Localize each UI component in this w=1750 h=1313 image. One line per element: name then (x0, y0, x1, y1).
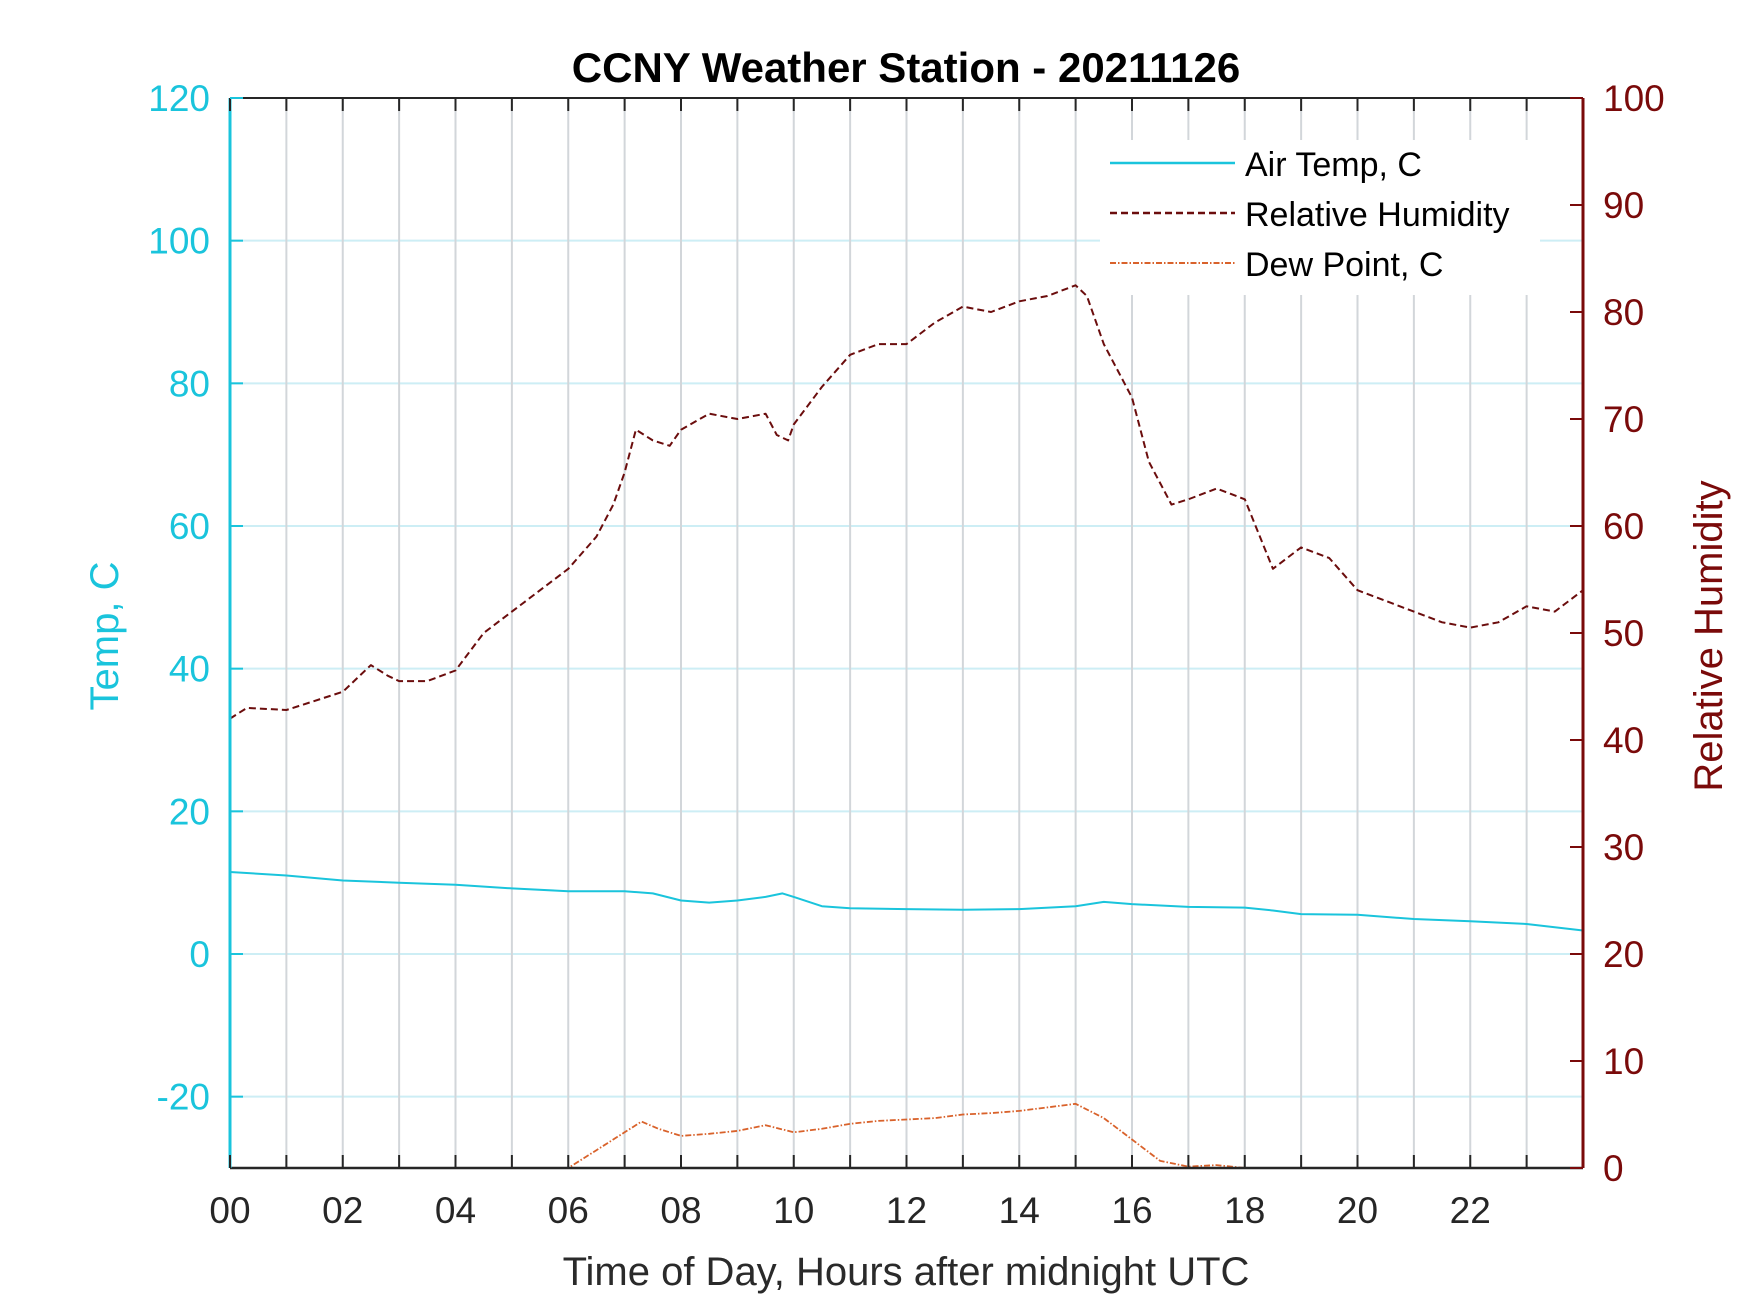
x-tick-label: 06 (548, 1190, 589, 1231)
x-tick-label: 12 (886, 1190, 927, 1231)
y-right-tick-label: 40 (1603, 720, 1644, 761)
legend-label-relative-humidity: Relative Humidity (1245, 196, 1510, 234)
y-left-tick-label: 100 (148, 221, 210, 262)
x-tick-label: 10 (773, 1190, 814, 1231)
series-line-dew-point (528, 1102, 1245, 1169)
x-axis-label: Time of Day, Hours after midnight UTC (563, 1250, 1250, 1294)
legend-box (1100, 140, 1540, 295)
y-axis-left-label: Temp, C (83, 562, 127, 711)
x-tick-label: 08 (660, 1190, 701, 1231)
y-right-tick-label: 10 (1603, 1041, 1644, 1082)
y-right-tick-label: 0 (1603, 1148, 1624, 1189)
y-right-tick-label: 90 (1603, 185, 1644, 226)
x-tick-label: 20 (1337, 1190, 1378, 1231)
y-right-tick-label: 80 (1603, 292, 1644, 333)
x-tick-label: 00 (209, 1190, 250, 1231)
x-tick-label: 16 (1111, 1190, 1152, 1231)
chart-title: CCNY Weather Station - 20211126 (572, 44, 1240, 91)
x-tick-label: 02 (322, 1190, 363, 1231)
y-left-tick-label: 60 (169, 506, 210, 547)
y-right-tick-label: 60 (1603, 506, 1644, 547)
y-left-tick-label: 80 (169, 363, 210, 404)
y-axis-right-label: Relative Humidity (1687, 480, 1731, 791)
y-left-tick-label: -20 (157, 1077, 210, 1118)
y-left-tick-label: 20 (169, 791, 210, 832)
x-tick-label: 14 (999, 1190, 1040, 1231)
x-tick-label: 04 (435, 1190, 476, 1231)
axes: 00 02 04 06 08 10 12 14 16 18 20 22-200204060801001… (148, 78, 1664, 1231)
y-right-tick-label: 100 (1603, 78, 1665, 119)
x-tick-label: 18 (1224, 1190, 1265, 1231)
y-right-tick-label: 70 (1603, 399, 1644, 440)
series-line-relative-humidity (229, 284, 1584, 720)
x-tick-label: 22 (1450, 1190, 1491, 1231)
y-right-tick-label: 20 (1603, 934, 1644, 975)
series-line-air-temp (229, 871, 1584, 932)
y-left-tick-label: 120 (148, 78, 210, 119)
series-layer (229, 284, 1584, 1169)
legend-label-air-temp: Air Temp, C (1245, 146, 1422, 184)
grid (230, 97, 1583, 1168)
y-left-tick-label: 0 (189, 934, 210, 975)
legend-label-dew-point: Dew Point, C (1245, 246, 1443, 284)
y-right-tick-label: 30 (1603, 827, 1644, 868)
legend: Air Temp, C Relative Humidity Dew Point,… (1100, 140, 1540, 295)
y-right-tick-label: 50 (1603, 613, 1644, 654)
y-left-tick-label: 40 (169, 649, 210, 690)
